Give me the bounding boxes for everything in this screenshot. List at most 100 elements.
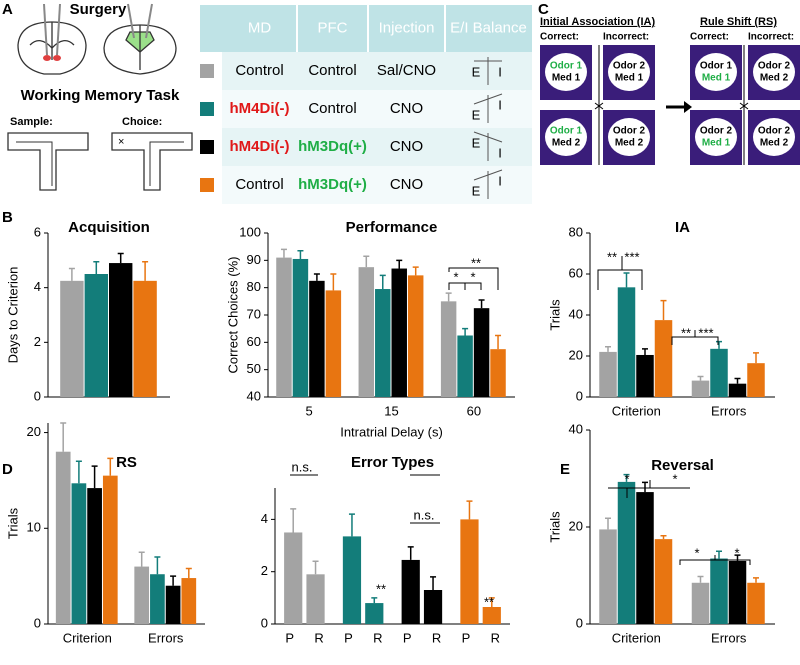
balance-beam: [473, 131, 503, 143]
error-bar: [445, 292, 452, 302]
y-axis-label: Days to Criterion: [5, 267, 20, 364]
bar: [710, 348, 728, 397]
error-bar: [697, 375, 704, 381]
bar: [391, 268, 407, 397]
bar: [401, 559, 420, 624]
table-cell: Control: [235, 62, 283, 79]
odor-label: Odor 2: [758, 126, 791, 137]
y-tick-label: 60: [569, 265, 583, 280]
y-tick-label: 70: [247, 306, 261, 321]
balance-label: I: [498, 145, 502, 160]
legend-swatch: [200, 140, 214, 154]
error-bar: [170, 575, 177, 586]
y-tick-label: 90: [247, 252, 261, 267]
table-row-bg: [222, 52, 532, 90]
sample-label: Sample:: [10, 116, 53, 128]
y-tick-label: 10: [27, 520, 41, 535]
error-bar: [623, 272, 630, 288]
significance-bracket: [671, 330, 696, 345]
error-bar: [154, 556, 161, 575]
chart-title: IA: [675, 219, 690, 236]
table-cell: Control: [235, 176, 283, 193]
y-tick-label: 80: [569, 224, 583, 239]
error-bar: [430, 576, 437, 590]
choice-label: Choice:: [122, 116, 162, 128]
error-bar: [379, 274, 386, 290]
odor-label: Med 2: [760, 138, 789, 149]
y-axis-label: Trials: [547, 299, 562, 331]
y-tick-label: 2: [261, 563, 268, 578]
bar: [165, 585, 181, 624]
chart-title: RS: [116, 454, 137, 471]
table-cell: CNO: [390, 100, 423, 117]
y-tick-label: 4: [34, 279, 41, 294]
bar: [375, 289, 391, 397]
balance-icon: EI: [472, 131, 503, 161]
bar: [728, 560, 747, 624]
odor-dish: [608, 53, 650, 91]
y-tick-label: 20: [569, 518, 583, 533]
error-bar: [605, 346, 611, 352]
surgery-title: Surgery: [70, 1, 127, 18]
bar: [365, 603, 384, 624]
chart-title: Error Types: [351, 454, 434, 471]
y-tick-label: 60: [247, 334, 261, 349]
odor-label: Odor 1: [550, 126, 583, 137]
error-bar: [312, 560, 319, 575]
error-bar: [363, 255, 370, 268]
odor-label: Med 2: [760, 73, 789, 84]
error-bar: [753, 577, 759, 583]
panel-label: E: [560, 461, 570, 478]
y-axis-label: Trials: [547, 511, 562, 543]
bar: [423, 590, 443, 624]
x-tick-label: P: [403, 630, 412, 645]
panel-label: C: [538, 1, 549, 18]
significance-bracket: [464, 282, 482, 290]
bar: [276, 257, 292, 397]
table-row-bg: [222, 166, 532, 204]
error-bar: [642, 348, 648, 355]
table-header: MD: [248, 19, 271, 36]
bar: [284, 532, 303, 624]
bar: [102, 475, 118, 624]
error-bar: [142, 260, 149, 281]
odor-dish: [545, 118, 587, 156]
odor-label: Med 1: [702, 73, 731, 84]
balance-label: I: [498, 64, 502, 79]
x-tick-label: P: [462, 630, 471, 645]
error-bar: [462, 327, 469, 336]
error-bar: [660, 299, 667, 321]
error-bar: [107, 457, 114, 476]
legend-swatch: [200, 178, 214, 192]
swap-cross: [594, 102, 604, 110]
balance-icon: EI: [472, 169, 503, 199]
bar: [654, 320, 673, 397]
balance-label: E: [472, 135, 481, 150]
bar: [440, 301, 457, 397]
bar: [599, 529, 617, 624]
error-bar: [396, 259, 403, 269]
y-tick-label: 40: [569, 421, 583, 436]
odor-dish: [545, 53, 587, 91]
correct-label: Correct:: [690, 32, 729, 43]
odor-dish: [753, 53, 795, 91]
significance-bracket: [448, 267, 499, 290]
error-bar: [313, 273, 320, 281]
table-cell: CNO: [390, 138, 423, 155]
significance-bracket: [622, 269, 643, 290]
table-header: E/I Balance: [450, 19, 527, 36]
error-bar: [407, 546, 414, 560]
annotation: *: [624, 471, 629, 486]
x-tick-label: Errors: [711, 403, 747, 418]
annotation: **: [471, 255, 481, 270]
balance-label: I: [498, 97, 502, 112]
bar: [60, 280, 84, 397]
bar: [654, 539, 673, 624]
error-bar: [716, 340, 722, 349]
panel-label: D: [2, 461, 13, 478]
y-tick-label: 0: [576, 388, 583, 403]
chart-title: Performance: [346, 219, 438, 236]
balance-beam: [473, 169, 503, 181]
odor-label: Odor 1: [550, 61, 583, 72]
